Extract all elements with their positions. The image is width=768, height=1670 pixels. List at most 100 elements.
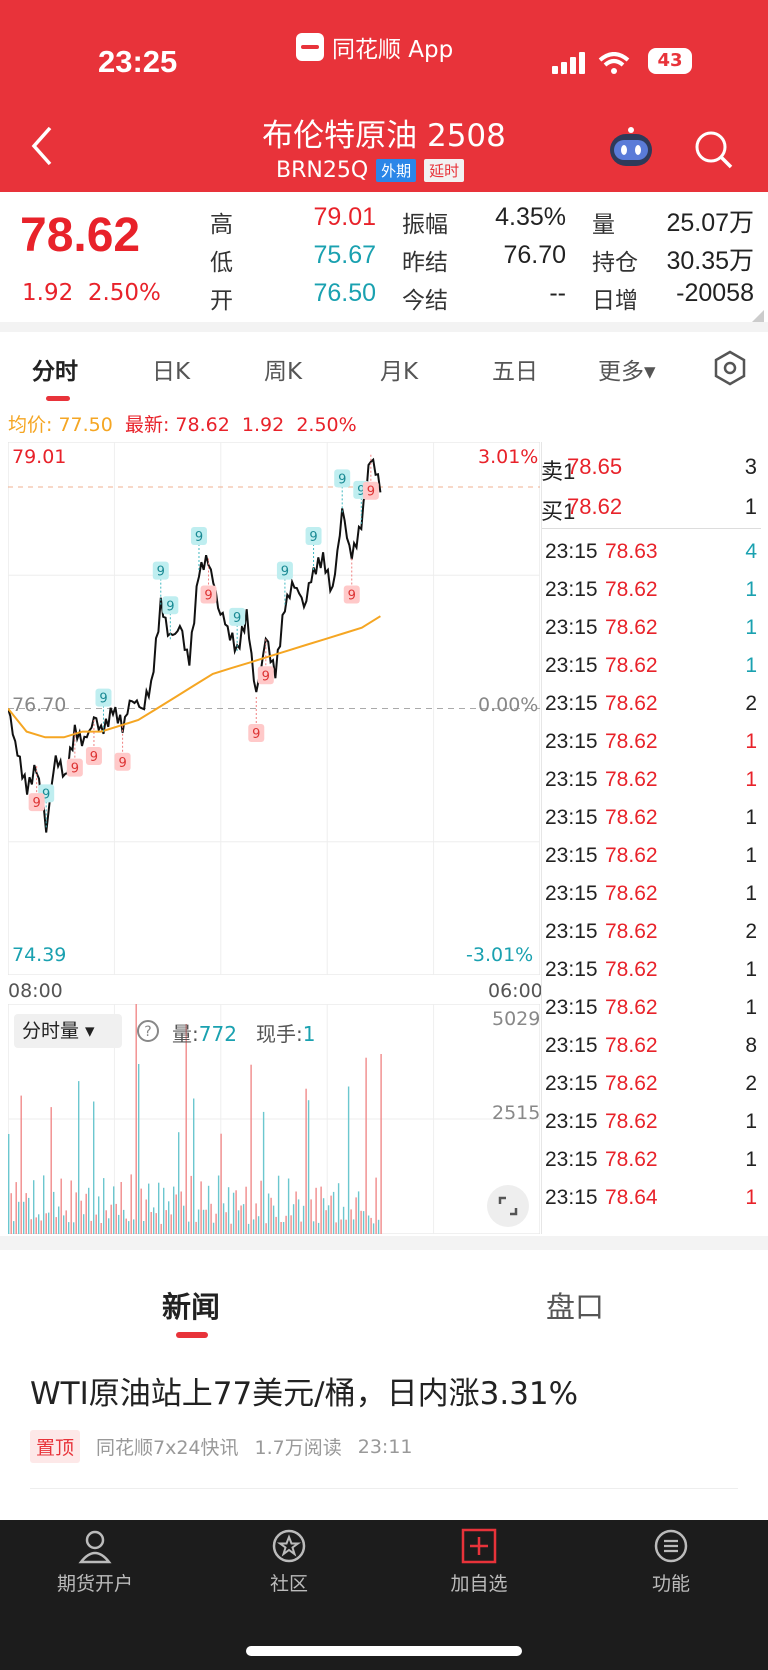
price-legend: 均价: 77.50 最新: 78.62 1.92 2.50% (8, 410, 357, 437)
signal-marker[interactable] (66, 758, 83, 777)
tab-order-book[interactable]: 盘口 (546, 1290, 605, 1324)
trade-price: 78.62 (605, 1034, 658, 1057)
signal-marker[interactable] (257, 666, 274, 685)
nav-open-account[interactable]: 期货开户 (30, 1528, 160, 1596)
stat-value: 25.07万 (666, 209, 754, 237)
trade-qty: 1 (745, 768, 757, 791)
trade-time: 23:15 (545, 844, 598, 867)
volume-bar (163, 1187, 165, 1234)
volume-bar (297, 1199, 300, 1234)
stat-value: -20058 (676, 279, 754, 307)
volume-bar (125, 1218, 127, 1234)
nav-add-watchlist[interactable]: 加自选 (414, 1528, 544, 1596)
signal-marker[interactable] (334, 469, 351, 488)
volume-bar (45, 1213, 47, 1234)
user-account-icon (78, 1530, 112, 1564)
signal-marker[interactable] (343, 585, 360, 604)
tab-daily-k[interactable]: 日K (152, 359, 191, 385)
volume-bar (367, 1215, 370, 1234)
stat-value: 4.35% (495, 203, 566, 231)
tab-five-day[interactable]: 五日 (492, 359, 538, 385)
volume-bar (295, 1191, 297, 1234)
signal-marker[interactable] (362, 481, 379, 500)
volume-bar (138, 1064, 140, 1234)
volume-bar (212, 1222, 215, 1234)
axis-low-label: 74.39 (12, 944, 67, 966)
volume-chart[interactable] (8, 1004, 540, 1234)
tab-weekly-k[interactable]: 周K (264, 359, 303, 385)
price-change: 1.92 2.50% (22, 280, 161, 306)
delay-badge: 延时 (424, 159, 465, 182)
signal-marker[interactable] (248, 723, 265, 742)
volume-bar (153, 1207, 155, 1234)
volume-bar (210, 1203, 212, 1234)
volume-bar (225, 1212, 227, 1234)
volume-bar (350, 1209, 352, 1234)
bid-ask-box (541, 442, 761, 529)
help-icon[interactable]: ? (136, 1019, 160, 1043)
signal-marker[interactable] (28, 793, 45, 812)
ask-row[interactable]: 卖1 78.65 3 (541, 448, 761, 486)
trade-row: 23:15 78.62 1 (541, 952, 761, 990)
nav-functions[interactable]: 功能 (606, 1528, 736, 1596)
volume-bar (285, 1215, 287, 1234)
volume-bar (168, 1201, 170, 1234)
volume-bar (335, 1222, 337, 1234)
volume-bar (93, 1101, 95, 1234)
signal-marker[interactable] (162, 596, 179, 615)
volume-bar (242, 1204, 245, 1234)
volume-bar (312, 1221, 315, 1234)
signal-marker[interactable] (114, 752, 131, 771)
volume-bar (105, 1210, 107, 1234)
volume-bar (43, 1175, 45, 1234)
signal-marker[interactable] (95, 688, 112, 707)
volume-bar (345, 1219, 347, 1234)
trade-row: 23:15 78.62 1 (541, 762, 761, 800)
volume-bar (188, 1221, 190, 1234)
signal-marker[interactable] (229, 607, 246, 626)
volume-bar (322, 1198, 325, 1234)
volume-bar (290, 1215, 292, 1234)
signal-marker[interactable] (276, 561, 293, 580)
fullscreen-icon[interactable] (486, 1184, 530, 1228)
tab-intraday[interactable]: 分时 (32, 359, 78, 385)
signal-marker[interactable] (305, 527, 322, 546)
trade-row: 23:15 78.62 2 (541, 686, 761, 724)
trade-price: 78.62 (605, 996, 658, 1019)
price-line (8, 457, 382, 833)
settings-icon[interactable] (712, 350, 748, 386)
tab-monthly-k[interactable]: 月K (380, 359, 419, 385)
signal-marker[interactable] (200, 585, 217, 604)
stat-label: 日增 (592, 288, 638, 314)
volume-bar (217, 1175, 220, 1234)
volume-bar (342, 1206, 345, 1234)
news-headline[interactable]: WTI原油站上77美元/桶，日内涨3.31% (30, 1376, 579, 1412)
signal-marker-label: 9 (90, 750, 98, 765)
back-icon[interactable] (30, 126, 54, 166)
stat-label: 今结 (402, 288, 448, 314)
signal-marker[interactable] (85, 747, 102, 766)
trade-row: 23:15 78.62 1 (541, 876, 761, 914)
trade-price: 78.62 (605, 1148, 658, 1171)
tab-more[interactable]: 更多▾ (598, 359, 656, 385)
volume-bar (355, 1197, 357, 1234)
volume-bar (267, 1193, 270, 1234)
signal-marker[interactable] (152, 561, 169, 580)
volume-bar (140, 1188, 142, 1234)
volume-bar (178, 1132, 180, 1234)
search-icon[interactable] (694, 130, 734, 170)
robot-assistant-icon[interactable] (606, 126, 656, 170)
signal-marker-label: 9 (118, 756, 126, 771)
trade-qty: 1 (745, 578, 757, 601)
bid-row[interactable]: 买1 78.62 1 (541, 488, 761, 526)
svg-text:?: ? (144, 1024, 151, 1040)
tab-news[interactable]: 新闻 (162, 1290, 221, 1324)
volume-mode-dropdown[interactable]: 分时量 ▾ (14, 1014, 122, 1048)
signal-marker[interactable] (190, 527, 207, 546)
app-source[interactable]: 同花顺 App (296, 30, 453, 64)
volume-bar (365, 1057, 367, 1234)
trade-qty: 4 (745, 540, 757, 563)
nav-community[interactable]: 社区 (224, 1528, 354, 1596)
volume-bar (78, 1081, 80, 1234)
